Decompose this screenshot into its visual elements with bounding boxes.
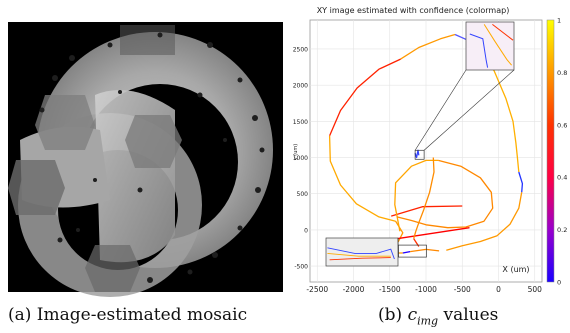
- trajectory-segment: [396, 159, 494, 229]
- x-tick-label: -2500: [306, 285, 328, 294]
- plot-grid: [310, 20, 542, 282]
- trajectory-segment: [328, 135, 396, 222]
- colorbar-tick-label: 0.4: [557, 174, 567, 182]
- caption-b-math: c: [407, 305, 418, 325]
- x-tick-label: -500: [454, 285, 471, 294]
- chart-title: XY image estimated with confidence (colo…: [317, 6, 510, 15]
- x-axis-label: X (um): [502, 265, 529, 274]
- y-tick-labels: -500 0 500 1000 1500 2000 2500: [293, 46, 308, 270]
- inset-top-series: [469, 33, 489, 68]
- y-axis-label: y (um): [293, 144, 299, 161]
- x-tick-label: -2000: [343, 285, 365, 294]
- inset-bottom-series: [327, 252, 391, 257]
- y-tick-label: 2000: [293, 83, 308, 90]
- trajectory-segment: [413, 157, 435, 239]
- x-tick-label: 500: [528, 285, 543, 294]
- x-tick-label: 0: [496, 285, 501, 294]
- x-tick-label: -1500: [379, 285, 401, 294]
- trajectory-segment: [400, 33, 456, 60]
- y-tick-label: -500: [294, 264, 308, 271]
- colorbar-tick-label: 0.8: [557, 69, 567, 77]
- trajectory-chart: XY image estimated with confidence (colo…: [288, 0, 570, 300]
- inset-top-frame: [465, 21, 515, 71]
- trajectory-segment: [410, 248, 440, 253]
- caption-b-subscript: img: [417, 314, 439, 328]
- inset-top-connector: [423, 69, 515, 151]
- colorbar-gradient: [546, 19, 555, 283]
- y-tick-label: 1000: [293, 155, 308, 162]
- caption-b-prefix: (b): [378, 305, 408, 325]
- zoom-inset-top: [414, 21, 515, 160]
- trajectory-segment: [414, 149, 420, 159]
- trajectory-segment: [329, 58, 401, 137]
- caption-b: (b) cimg values: [378, 305, 498, 327]
- inset-bottom-series: [329, 257, 391, 261]
- mosaic-image: [0, 0, 290, 300]
- y-tick-label: 0: [304, 227, 308, 234]
- colorbar: 0 0.2 0.4 0.6 0.8 1: [546, 17, 567, 287]
- inset-top-series: [483, 24, 512, 66]
- trajectory-segment: [402, 250, 411, 254]
- zoom-inset-bottom: [325, 237, 427, 267]
- mosaic-image-panel: [0, 0, 290, 300]
- trajectory-segment: [446, 192, 523, 251]
- trajectory-segment: [391, 205, 463, 217]
- colorbar-tick-label: 0: [557, 279, 561, 287]
- x-tick-labels: -2500 -2000 -1500 -1000 -500 0 500: [306, 285, 542, 294]
- inset-top-source-box: [414, 149, 425, 160]
- inset-top-series: [492, 24, 514, 41]
- x-tick-label: -1000: [415, 285, 437, 294]
- inset-bottom-series: [327, 247, 395, 260]
- caption-b-suffix: values: [438, 305, 499, 325]
- colorbar-tick-label: 0.2: [557, 226, 567, 234]
- colorbar-tick-label: 1: [557, 17, 561, 25]
- inset-top-connector: [414, 69, 467, 151]
- colorbar-tick-label: 0.6: [557, 121, 567, 129]
- y-tick-label: 2500: [293, 46, 308, 53]
- trajectory-segment: [394, 159, 439, 232]
- confidence-plot-panel: XY image estimated with confidence (colo…: [288, 0, 570, 300]
- trajectory-segment: [518, 171, 524, 193]
- y-tick-label: 500: [297, 191, 309, 198]
- inset-bottom-frame: [325, 237, 399, 267]
- caption-a: (a) Image-estimated mosaic: [8, 305, 248, 325]
- y-tick-label: 1500: [293, 119, 308, 126]
